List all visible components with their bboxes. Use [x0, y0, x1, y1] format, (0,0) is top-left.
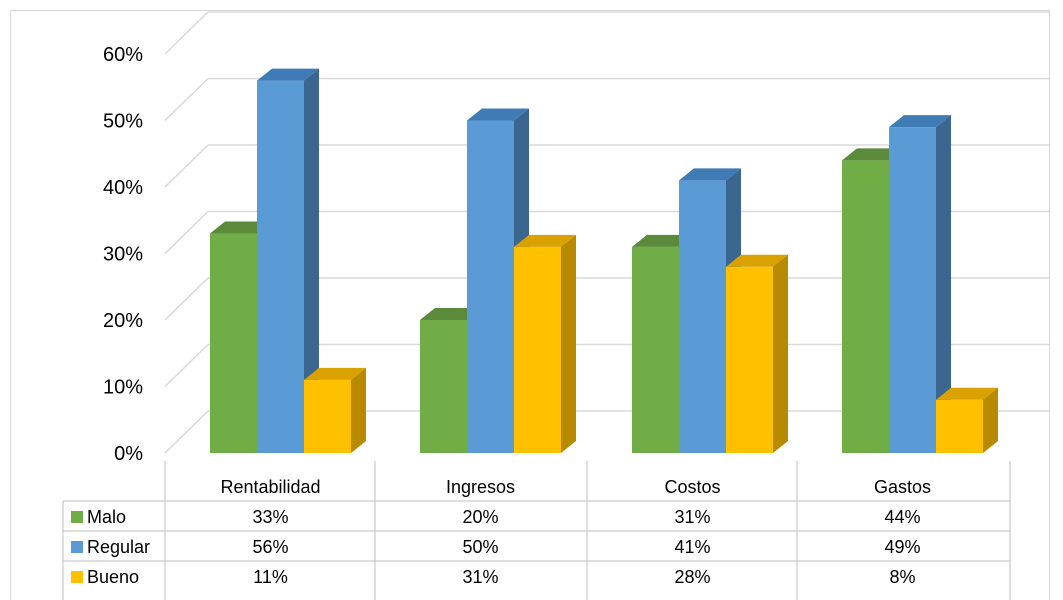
- bar-malo: [632, 246, 679, 453]
- bar-top-bueno: [514, 234, 576, 247]
- bar-bueno: [304, 379, 351, 453]
- legend-swatch-bueno: [71, 571, 83, 583]
- bar-malo: [210, 233, 257, 453]
- y-tick-label: 60%: [103, 44, 143, 66]
- bar-side-regular: [304, 68, 319, 453]
- category-label: Ingresos: [446, 477, 515, 497]
- data-label: 41%: [674, 537, 710, 557]
- gridline-diagonal: [164, 343, 209, 388]
- category-label: Costos: [664, 477, 720, 497]
- legend-label: Malo: [87, 507, 126, 527]
- legend-label: Regular: [87, 537, 150, 557]
- bar-side-bueno: [773, 254, 788, 453]
- y-tick-label: 40%: [103, 177, 143, 199]
- bar-malo: [842, 160, 889, 453]
- category-label: Rentabilidad: [220, 477, 320, 497]
- data-label: 49%: [884, 537, 920, 557]
- bar-side-bueno: [983, 387, 998, 453]
- bar-top-bueno: [726, 254, 788, 267]
- bar-regular: [467, 120, 514, 453]
- bar-side-regular: [936, 115, 951, 454]
- bar-regular: [257, 80, 304, 453]
- bar-regular: [679, 180, 726, 453]
- bar-side-bueno: [351, 367, 366, 453]
- data-label: 50%: [462, 537, 498, 557]
- bar-bueno: [726, 266, 773, 453]
- data-label: 33%: [252, 507, 288, 527]
- bar-top-bueno: [936, 387, 998, 400]
- data-label: 11%: [253, 567, 288, 587]
- data-label: 44%: [884, 507, 920, 527]
- legend-swatch-regular: [71, 541, 83, 553]
- bar-regular: [889, 127, 936, 454]
- bar-top-malo: [842, 148, 904, 161]
- gridline-diagonal: [164, 210, 209, 255]
- data-label: 8%: [889, 567, 915, 587]
- bar-top-regular: [467, 108, 529, 121]
- bars: [210, 68, 998, 454]
- bar-top-bueno: [304, 367, 366, 380]
- gridline-diagonal: [164, 410, 209, 454]
- bar-top-regular: [679, 168, 741, 181]
- gridline-diagonal: [164, 277, 209, 321]
- y-axis-tick-labels: 0% 10% 20% 30% 40% 50% 60%: [103, 44, 143, 465]
- gridline-diagonal: [164, 11, 209, 55]
- y-tick-label: 20%: [103, 310, 143, 332]
- bar-bueno: [936, 399, 983, 453]
- category-label: Gastos: [874, 477, 931, 497]
- data-label: 31%: [462, 567, 498, 587]
- y-tick-label: 10%: [103, 377, 143, 399]
- y-tick-label: 50%: [103, 111, 143, 133]
- y-tick-label: 30%: [103, 244, 143, 266]
- bar-top-malo: [632, 234, 694, 247]
- bar-malo: [420, 320, 467, 453]
- gridline-diagonal: [164, 144, 209, 188]
- data-table: Rentabilidad Ingresos Costos Gastos Malo 33% 2…: [62, 461, 1011, 600]
- bar-side-bueno: [561, 234, 576, 453]
- bar-bueno: [514, 246, 561, 453]
- bar-top-regular: [889, 115, 951, 128]
- data-label: 56%: [252, 537, 288, 557]
- gridline-diagonal: [164, 77, 209, 122]
- bar-top-malo: [420, 308, 482, 320]
- data-label: 28%: [674, 567, 710, 587]
- data-label: 31%: [674, 507, 710, 527]
- legend-swatch-malo: [71, 511, 83, 523]
- bar-top-regular: [257, 68, 319, 81]
- chart-frame: [10, 10, 1050, 600]
- bar-top-malo: [210, 221, 272, 234]
- y-tick-label: 0%: [114, 443, 143, 465]
- legend-label: Bueno: [87, 567, 139, 587]
- data-label: 20%: [462, 507, 498, 527]
